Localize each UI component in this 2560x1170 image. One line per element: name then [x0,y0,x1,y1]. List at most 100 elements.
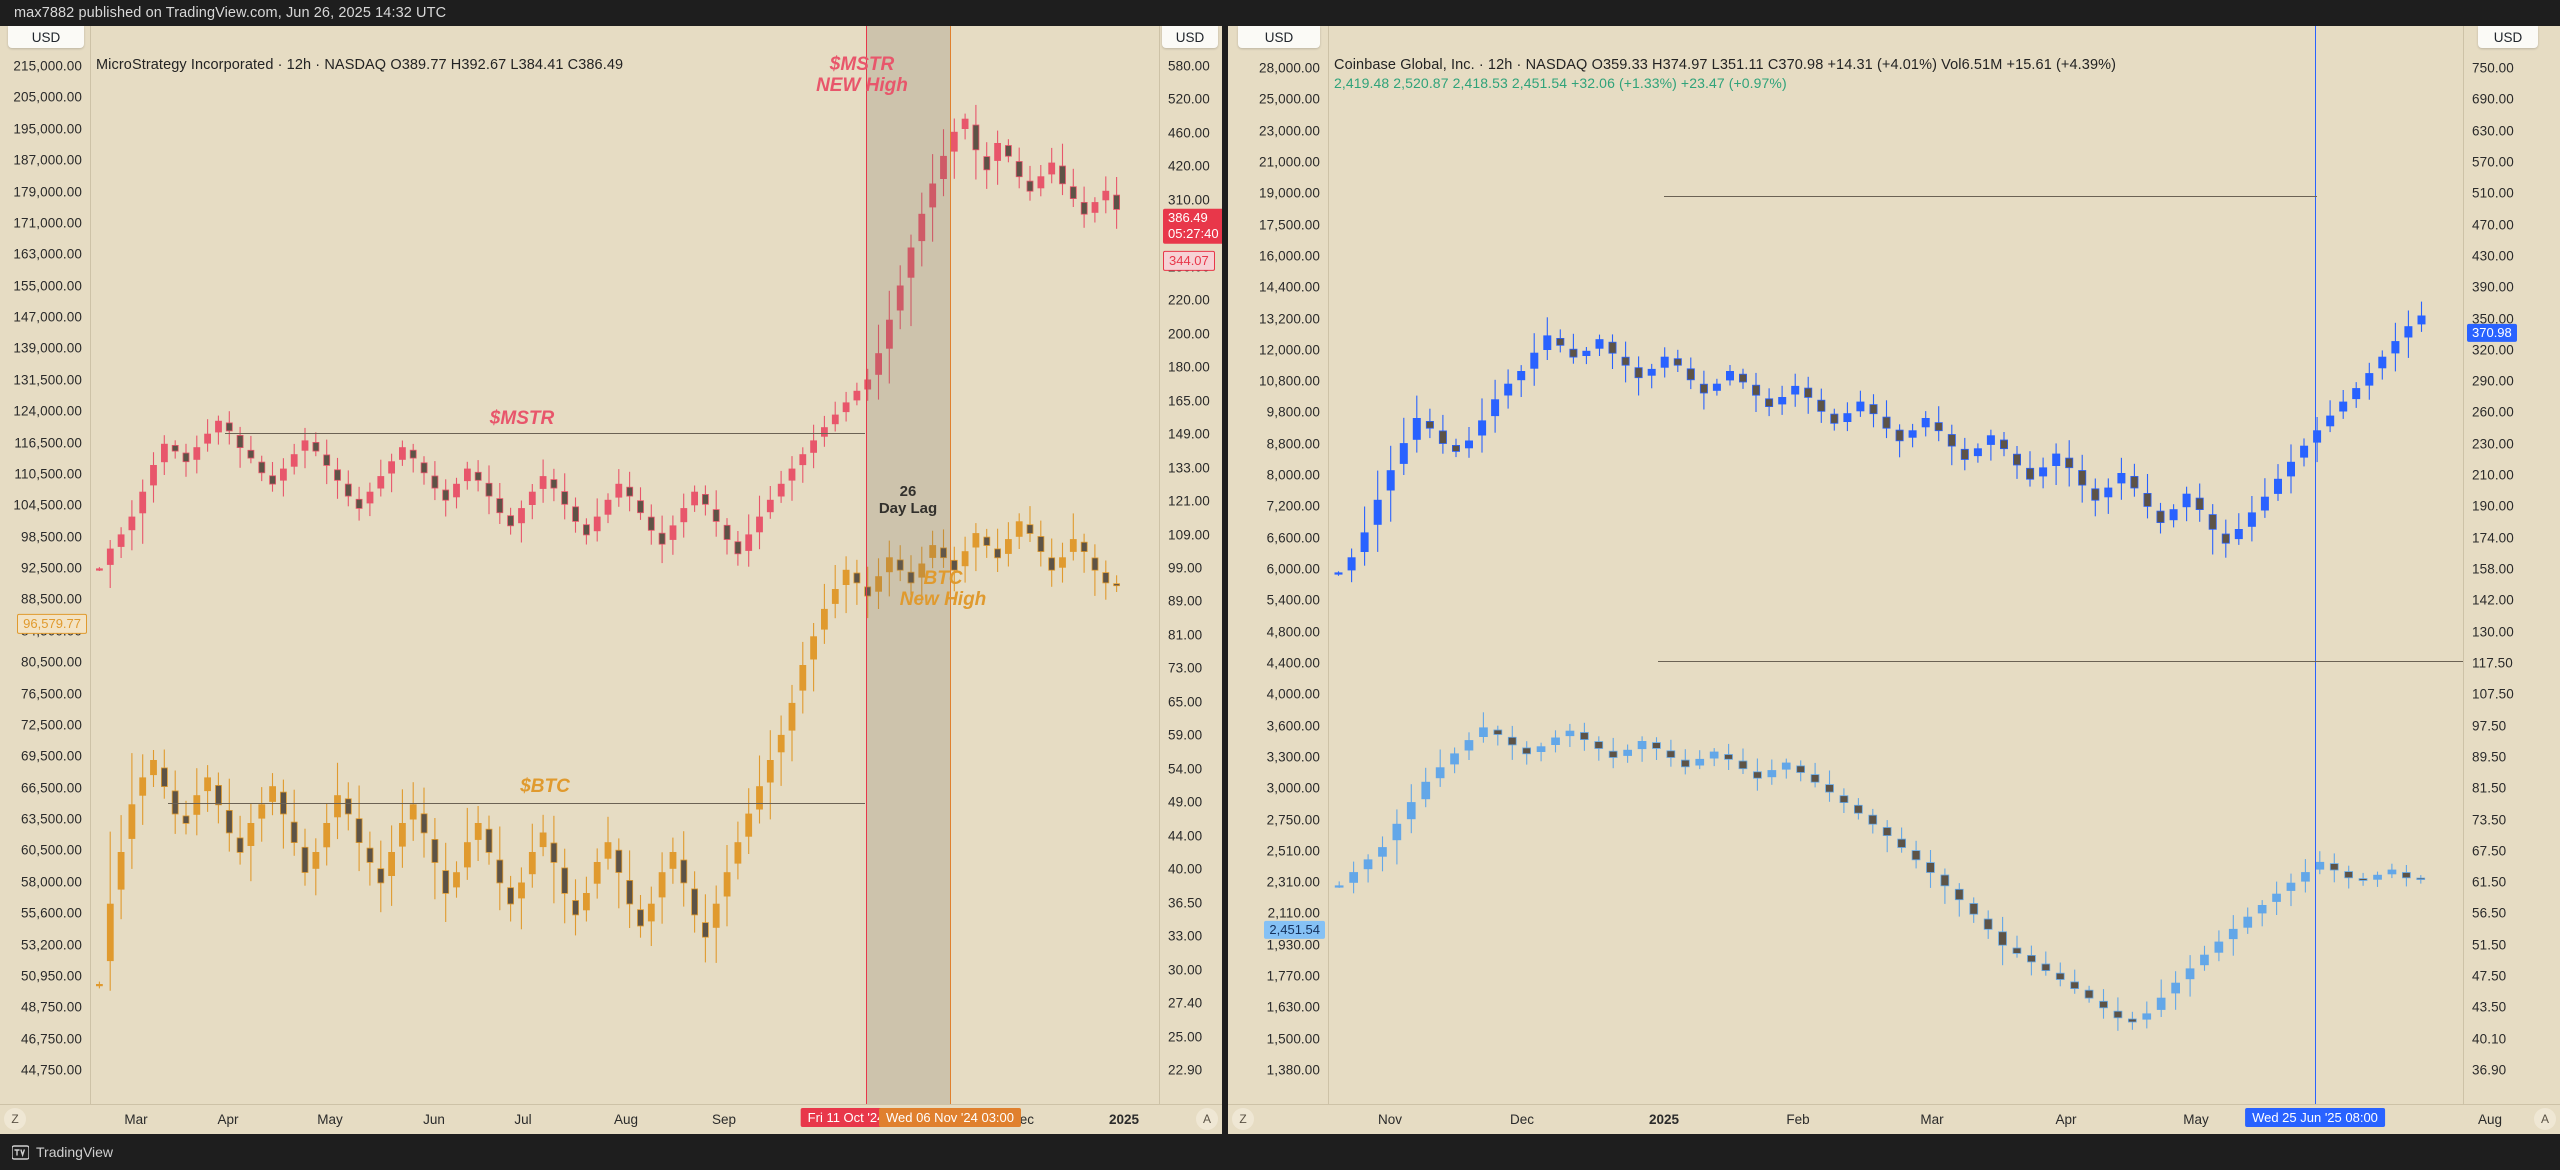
price-tick: 430.00 [2472,248,2514,264]
price-tick: 9,800.00 [1266,404,1320,420]
price-tick: 89.50 [2472,749,2507,765]
price-tick: 1,500.00 [1266,1031,1320,1047]
price-tick: 60,500.00 [21,842,82,858]
price-tick: 76,500.00 [21,686,82,701]
left-legend-line1: MicroStrategy Incorporated · 12h · NASDA… [96,57,624,73]
range-start-chip[interactable]: Fri 11 Oct '24 [800,1108,892,1127]
time-tick: Feb [1786,1112,1810,1127]
time-tick: Dec [1509,1112,1535,1127]
left-chart-legend[interactable]: MicroStrategy Incorporated · 12h · NASDA… [96,57,623,73]
tradingview-logo-icon [12,1144,29,1161]
price-tick: 4,800.00 [1266,624,1320,640]
range-end-chip[interactable]: Wed 06 Nov '24 03:00 [879,1108,1021,1127]
price-tick: 2,110.00 [1267,905,1320,921]
price-tick: 470.00 [2472,217,2514,233]
price-tick: 3,000.00 [1266,780,1320,796]
price-tick: 81.50 [2472,780,2507,796]
price-tick: 180.00 [1168,359,1210,375]
price-tick: 3,300.00 [1266,749,1320,765]
price-tick: 158.00 [2472,561,2514,577]
right-chart-right-axis-header: USD [2478,26,2538,48]
price-tick: 43.50 [2472,999,2507,1015]
price-tick: 1,770.00 [1266,968,1320,984]
price-tick: 350.00 [2472,311,2514,326]
price-tick: 58,000.00 [21,874,82,890]
left-zoom-button[interactable]: Z [4,1108,26,1130]
time-tick: Aug [613,1112,639,1127]
price-tick: 17,500.00 [1259,217,1320,233]
price-tick: 14,400.00 [1259,279,1320,295]
left-chart-left-price-axis[interactable]: 215,000.00 205,000.00 195,000.00 187,000.00… [0,26,90,1134]
price-tick: 260.00 [2472,404,2514,420]
mstr-last-price: 386.49 05:27:40 [1163,208,1222,244]
left-chart-time-axis[interactable]: MarAprMayJunJulAugSepOctNovDec2025Fri 11… [0,1104,1222,1134]
price-tick: 210.00 [2472,467,2514,483]
price-tick: 510.00 [2472,185,2514,201]
left-chart-panel[interactable]: MicroStrategy Incorporated · 12h · NASDA… [0,26,1222,1134]
price-tick: 30.00 [1168,962,1203,978]
time-tick: Aug [2477,1112,2503,1127]
price-tick: 6,600.00 [1266,530,1320,546]
price-tick: 2,750.00 [1266,812,1320,827]
price-tick: 155,000.00 [13,278,82,294]
right-legend-line2: 2,419.48 2,520.87 2,418.53 2,451.54 +32.… [1334,75,1787,91]
candle-series [96,506,1120,991]
candle-series [96,104,1120,588]
right-autoscale-button[interactable]: A [2534,1108,2556,1130]
price-tick: 220.00 [1168,292,1210,308]
eth-last-price: 2,451.54 [1264,920,1325,940]
price-tick: 139,000.00 [13,340,82,356]
price-tick: 47.50 [2472,968,2507,984]
right-chart-left-price-axis[interactable]: 28,000.00 25,000.00 23,000.00 21,000.00 19,0… [1228,26,1328,1134]
right-axis-currency-header: USD [1162,26,1218,48]
right-chart-time-axis[interactable]: NovDec2025FebMarAprMayJunAugWed 25 Jun '… [1228,1104,2560,1134]
left-chart-plot[interactable] [90,26,1160,1104]
left-autoscale-button[interactable]: A [1196,1108,1218,1130]
price-tick: 16,000.00 [1259,248,1320,264]
price-tick: 104,500.00 [13,497,82,513]
right-chart-right-price-axis[interactable]: 750.00 690.00 630.00 570.00 510.00 470.00 430.… [2464,26,2560,1134]
price-tick: 33.00 [1168,928,1203,944]
price-tick: 580.00 [1168,58,1210,74]
right-chart-panel[interactable]: Coinbase Global, Inc. · 12h · NASDAQ O35… [1228,26,2560,1134]
price-tick: 73.00 [1168,660,1203,676]
price-tick: 66,500.00 [21,780,82,796]
price-tick: 460.00 [1168,125,1210,141]
price-tick: 48,750.00 [21,999,82,1015]
right-chart-left-axis-header: USD [1238,26,1320,48]
lag-shade-region [866,26,950,1104]
price-tick: 2,310.00 [1266,874,1320,890]
price-tick: 98,500.00 [21,529,82,545]
mstr-series-label: $MSTR [489,408,555,429]
price-tick: 23,000.00 [1259,123,1320,139]
price-tick: 89.00 [1168,593,1203,609]
price-tick: 116,500.00 [14,435,82,450]
price-tick: 171,000.00 [13,215,82,231]
price-tick: 88,500.00 [21,591,82,607]
left-chart-right-price-axis[interactable]: 580.00520.00460.00420.00310.00280.00250.… [1160,26,1222,1134]
btc-new-high-label: BTC New High [899,568,987,611]
price-tick: 50,950.00 [21,968,82,984]
price-tick: 67.50 [2472,843,2507,859]
right-chart-legend[interactable]: Coinbase Global, Inc. · 12h · NASDAQ O35… [1334,57,2116,91]
price-tick: 28,000.00 [1259,60,1320,76]
price-tick: 73.50 [2472,812,2507,827]
price-tick: 320.00 [2472,342,2514,358]
price-tick: 36.90 [2472,1062,2507,1078]
eth-prev-high-line [1658,661,2560,662]
time-tick: Mar [1920,1112,1944,1127]
crosshair-date-chip[interactable]: Wed 25 Jun '25 08:00 [2245,1108,2385,1127]
price-tick: 121.00 [1168,493,1210,509]
btc-prev-high-line [168,803,865,804]
right-zoom-button[interactable]: Z [1232,1108,1254,1130]
price-tick: 107.50 [2472,686,2514,702]
publisher-text: max7882 published on TradingView.com, Ju… [14,5,447,21]
price-tick: 51.50 [2472,937,2507,953]
price-tick: 97.50 [2472,718,2507,734]
price-tick: 149.00 [1168,426,1210,442]
price-tick: 81.00 [1168,627,1203,643]
time-tick: Jul [514,1112,532,1127]
price-tick: 44.00 [1168,828,1203,844]
right-chart-plot[interactable] [1328,26,2464,1104]
price-tick: 53,200.00 [21,937,82,952]
